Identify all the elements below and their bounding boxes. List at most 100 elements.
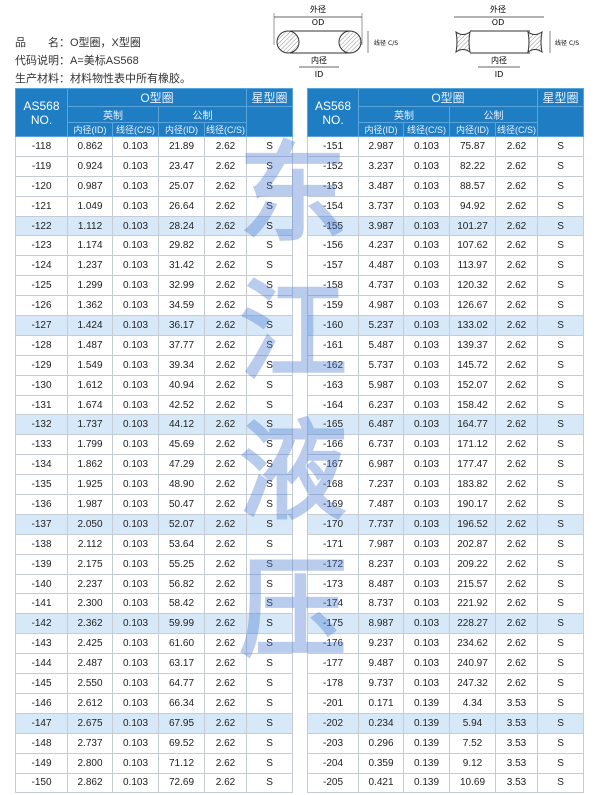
table-row: -119 0.924 0.103 23.47 2.62 S — [15, 155, 294, 177]
x-ring-cell: S — [246, 295, 294, 317]
table-row: -156 4.237 0.103 107.62 2.62 S — [307, 235, 585, 257]
metric-id-cell: 9.12 — [449, 752, 496, 774]
x-ring-cell: S — [246, 454, 294, 476]
imperial-cs-cell: 0.103 — [403, 673, 450, 694]
table-row: -142 2.362 0.103 59.99 2.62 S — [15, 613, 294, 635]
as568-no-cell: -140 — [15, 573, 68, 595]
table-row: -176 9.237 0.103 234.62 2.62 S — [307, 633, 585, 655]
metric-id-cell: 82.22 — [449, 155, 496, 177]
imperial-cs-cell: 0.103 — [403, 235, 450, 257]
x-ring-cell: S — [537, 235, 585, 257]
metric-cs-cell: 2.62 — [203, 494, 248, 515]
metric-cs-cell: 2.62 — [203, 414, 248, 436]
imperial-id-cell: 7.987 — [358, 533, 404, 555]
metric-header: 公制 — [448, 106, 539, 123]
x-ring-diagram: 外径 OD 线径 C/S 内径 ID — [454, 5, 579, 79]
metric-id-cell: 177.47 — [449, 454, 496, 476]
imperial-id-cell: 8.487 — [358, 573, 404, 595]
x-ring-cell: S — [537, 155, 585, 177]
table-row: -121 1.049 0.103 26.64 2.62 S — [15, 195, 294, 217]
table-row: -124 1.237 0.103 31.42 2.62 S — [15, 255, 294, 277]
imperial-cs-cell: 0.103 — [403, 136, 450, 157]
imperial-cs-cell: 0.103 — [403, 593, 450, 615]
spec-table-right: AS568 NO. O型圈 星型圈 英制 公制 内径(ID) 线径(C/S) 内径(ID) 线… — [307, 88, 585, 794]
imperial-id-cell: 6.987 — [358, 454, 404, 476]
as568-no-cell: -138 — [15, 533, 68, 555]
od-label: OD — [492, 18, 504, 27]
table-row: -133 1.799 0.103 45.69 2.62 S — [15, 434, 294, 456]
x-ring-cell: S — [537, 613, 585, 635]
imperial-cs-cell: 0.103 — [112, 235, 159, 257]
as568-no-cell: -135 — [15, 474, 68, 496]
material-label: 生产材料： — [15, 72, 70, 85]
x-ring-cell: S — [537, 195, 585, 217]
x-ring-cell: S — [537, 414, 585, 436]
imperial-cs-cell: 0.103 — [112, 573, 159, 595]
imperial-id-cell: 4.737 — [358, 275, 404, 297]
table-row: -150 2.862 0.103 72.69 2.62 S — [15, 772, 294, 794]
table-row: -126 1.362 0.103 34.59 2.62 S — [15, 295, 294, 317]
table-row: -140 2.237 0.103 56.82 2.62 S — [15, 573, 294, 595]
as568-no-cell: -168 — [307, 474, 359, 496]
as568-no-cell: -131 — [15, 394, 68, 416]
imperial-id-cell: 1.174 — [67, 235, 113, 257]
imperial-id-cell: 2.550 — [67, 673, 113, 694]
x-ring-cell: S — [246, 394, 294, 416]
metric-cs-cell: 2.62 — [494, 573, 539, 595]
as568-no-cell: -201 — [307, 692, 359, 714]
x-ring-cell: S — [537, 673, 585, 694]
imperial-cs-cell: 0.103 — [112, 334, 159, 356]
metric-cs-cell: 3.53 — [494, 732, 539, 754]
metric-id-cell: 133.02 — [449, 315, 496, 336]
imperial-id-cell: 3.487 — [358, 175, 404, 197]
table-row: -169 7.487 0.103 190.17 2.62 S — [307, 494, 585, 515]
metric-id-cell: 71.12 — [158, 752, 205, 774]
metric-id-cell: 126.67 — [449, 295, 496, 317]
table-row: -162 5.737 0.103 145.72 2.62 S — [307, 354, 585, 376]
x-ring-cell: S — [246, 414, 294, 436]
id-header: 内径(ID) — [158, 122, 205, 137]
cs-header: 线径(C/S) — [403, 122, 450, 137]
metric-cs-cell: 2.62 — [203, 195, 248, 217]
metric-id-cell: 5.94 — [449, 712, 496, 734]
metric-id-cell: 7.52 — [449, 732, 496, 754]
imperial-cs-cell: 0.103 — [112, 255, 159, 277]
imperial-cs-cell: 0.103 — [112, 494, 159, 515]
metric-cs-cell: 3.53 — [494, 712, 539, 734]
imperial-id-cell: 5.987 — [358, 374, 404, 396]
imperial-id-cell: 0.862 — [67, 136, 113, 157]
imperial-cs-cell: 0.103 — [403, 255, 450, 277]
metric-cs-cell: 2.62 — [203, 752, 248, 774]
imperial-id-cell: 2.612 — [67, 692, 113, 714]
metric-id-cell: 164.77 — [449, 414, 496, 436]
metric-id-cell: 39.34 — [158, 354, 205, 376]
table-row: -123 1.174 0.103 29.82 2.62 S — [15, 235, 294, 257]
metric-id-cell: 34.59 — [158, 295, 205, 317]
imperial-cs-cell: 0.103 — [112, 136, 159, 157]
table-row: -168 7.237 0.103 183.82 2.62 S — [307, 474, 585, 496]
material-line: 生产材料：材料物性表中所有橡胶。 — [15, 70, 191, 86]
imperial-cs-cell: 0.103 — [403, 315, 450, 336]
as568-no-cell: -177 — [307, 653, 359, 675]
imperial-cs-cell: 0.103 — [403, 474, 450, 496]
imperial-id-cell: 5.487 — [358, 334, 404, 356]
imperial-cs-cell: 0.103 — [112, 653, 159, 675]
cs-label: C/S — [569, 40, 579, 47]
x-ring-cell: S — [537, 772, 585, 794]
table-row: -120 0.987 0.103 25.07 2.62 S — [15, 175, 294, 197]
metric-cs-cell: 2.62 — [494, 633, 539, 655]
as568-no-cell: -155 — [307, 215, 359, 237]
x-ring-cell: S — [537, 573, 585, 595]
metric-cs-cell: 2.62 — [494, 275, 539, 297]
metric-cs-cell: 2.62 — [494, 653, 539, 675]
table-row: -141 2.300 0.103 58.42 2.62 S — [15, 593, 294, 615]
x-ring-cell: S — [537, 175, 585, 197]
imperial-id-cell: 2.175 — [67, 553, 113, 575]
cs-cn-label: 线径 — [555, 39, 567, 47]
x-section-icon — [455, 30, 471, 54]
metric-cs-cell: 2.62 — [203, 732, 248, 754]
as568-no-cell: -122 — [15, 215, 68, 237]
metric-cs-cell: 2.62 — [494, 394, 539, 416]
metric-id-cell: 67.95 — [158, 712, 205, 734]
